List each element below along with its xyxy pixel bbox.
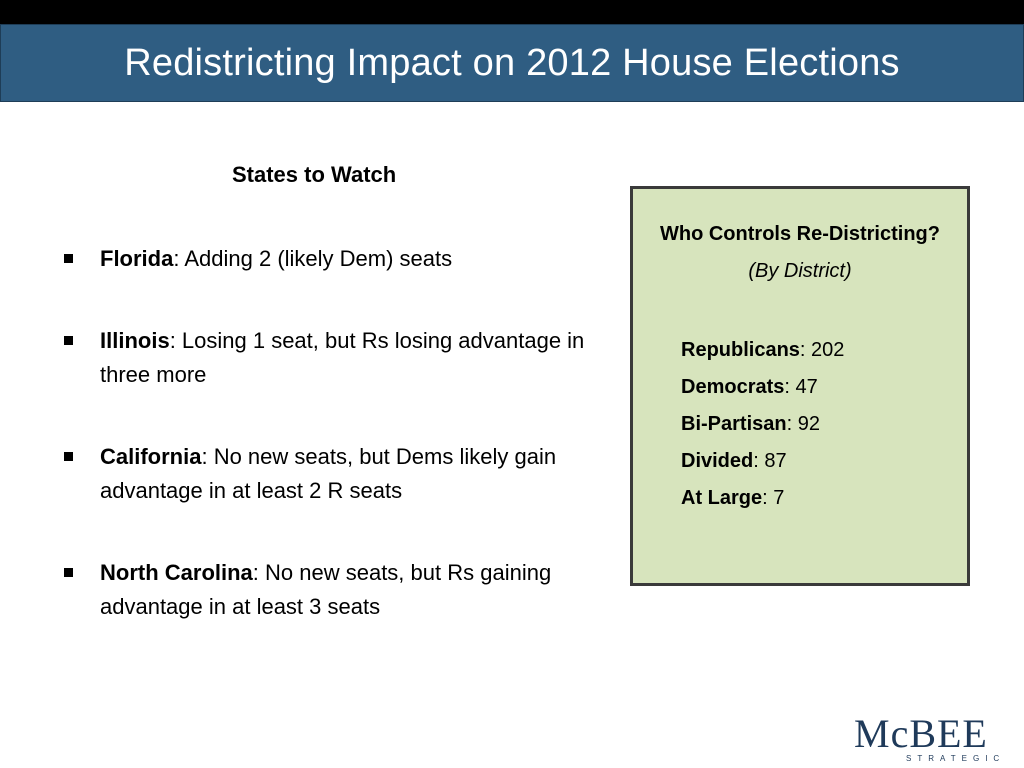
count-row-bi-partisan: Bi-Partisan: 92 bbox=[681, 406, 844, 443]
count-value: : 87 bbox=[753, 450, 787, 472]
box-heading: Who Controls Re-Districting? bbox=[660, 223, 940, 245]
count-value: : 47 bbox=[784, 376, 818, 398]
count-row-republicans: Republicans: 202 bbox=[681, 332, 844, 369]
count-row-democrats: Democrats: 47 bbox=[681, 369, 844, 406]
bullet-item-north-carolina: North Carolina: No new seats, but Rs gai… bbox=[60, 556, 590, 624]
control-counts-list: Republicans: 202 Democrats: 47 Bi-Partis… bbox=[681, 332, 844, 517]
title-banner: Redistricting Impact on 2012 House Elect… bbox=[0, 24, 1024, 102]
box-subheading: (By District) bbox=[748, 260, 852, 282]
count-row-at-large: At Large: 7 bbox=[681, 480, 844, 517]
count-label: Republicans bbox=[681, 339, 800, 361]
bullet-item-california: California: No new seats, but Dems likel… bbox=[60, 440, 590, 508]
state-description: : Adding 2 (likely Dem) seats bbox=[173, 246, 453, 271]
square-bullet-icon bbox=[64, 254, 73, 263]
redistricting-control-box: Who Controls Re-Districting? (By Distric… bbox=[630, 186, 970, 586]
square-bullet-icon bbox=[64, 336, 73, 345]
state-name: North Carolina bbox=[100, 560, 253, 585]
count-value: : 92 bbox=[786, 413, 820, 435]
bullet-item-illinois: Illinois: Losing 1 seat, but Rs losing a… bbox=[60, 324, 590, 392]
state-description: : No new seats, but Rs gaining advantage… bbox=[100, 560, 552, 619]
count-row-divided: Divided: 87 bbox=[681, 443, 844, 480]
count-value: : 202 bbox=[799, 339, 845, 361]
logo-wordmark: McBEE bbox=[854, 711, 988, 756]
state-name: Florida bbox=[100, 246, 174, 271]
state-description: : No new seats, but Dems likely gain adv… bbox=[100, 444, 557, 503]
states-bullet-list: Florida: Adding 2 (likely Dem) seats Ill… bbox=[60, 242, 590, 672]
count-label: Democrats bbox=[681, 376, 785, 398]
state-name: Illinois bbox=[100, 328, 170, 353]
section-subtitle: States to Watch bbox=[232, 162, 397, 187]
square-bullet-icon bbox=[64, 568, 73, 577]
count-value: : 7 bbox=[762, 487, 785, 509]
top-bar bbox=[0, 0, 1024, 24]
count-label: At Large bbox=[681, 487, 763, 509]
count-label: Divided bbox=[681, 450, 754, 472]
bullet-item-florida: Florida: Adding 2 (likely Dem) seats bbox=[60, 242, 590, 276]
state-name: California bbox=[100, 444, 202, 469]
logo-tagline: STRATEGIC bbox=[906, 754, 1006, 763]
mcbee-strategic-logo: McBEE STRATEGIC bbox=[854, 712, 1014, 768]
slide-title: Redistricting Impact on 2012 House Elect… bbox=[124, 41, 900, 84]
count-label: Bi-Partisan bbox=[681, 413, 787, 435]
state-description: : Losing 1 seat, but Rs losing advantage… bbox=[100, 328, 585, 387]
square-bullet-icon bbox=[64, 452, 73, 461]
